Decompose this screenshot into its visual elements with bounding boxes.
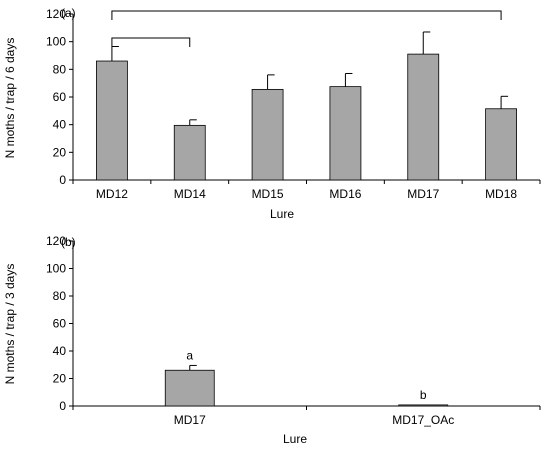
significance-bracket	[111, 37, 191, 47]
significance-letter: b	[420, 388, 427, 402]
y-tick-label: 20	[53, 145, 67, 159]
x-tick-label: MD17_OAc	[392, 413, 454, 427]
y-tick-label: 80	[53, 289, 67, 303]
x-tick-label: MD18	[485, 187, 517, 201]
bar	[164, 369, 215, 407]
y-tick-label: 120	[46, 7, 66, 21]
panel-label-b: (b)	[61, 235, 76, 249]
bar	[398, 404, 449, 407]
y-tick-label: 40	[53, 344, 67, 358]
bar	[96, 60, 128, 181]
y-axis-label-b: N moths / trap / 3 days	[3, 264, 17, 385]
y-tick-label: 20	[53, 372, 67, 386]
y-tick-label: 60	[53, 317, 67, 331]
x-axis-label-a: Lure	[270, 207, 294, 221]
x-axis-label-b: Lure	[283, 432, 307, 446]
y-tick-label: 100	[46, 262, 66, 276]
significance-bracket	[111, 10, 502, 20]
y-tick-label: 0	[59, 173, 66, 187]
x-tick-label: MD17	[174, 413, 206, 427]
y-tick-label: 40	[53, 118, 67, 132]
y-tick-label: 0	[59, 399, 66, 413]
bar	[173, 124, 206, 181]
bar	[251, 88, 284, 181]
x-tick-label: MD14	[174, 187, 206, 201]
bar	[329, 86, 362, 181]
y-tick-label: 100	[46, 35, 66, 49]
chart-panel-b: (b) N moths / trap / 3 days Lure 0 20 40 60…	[3, 234, 541, 446]
chart-panel-a: (a) N moths / trap / 6 days Lure 0 20 40 60…	[3, 6, 541, 221]
y-axis-label-a: N moths / trap / 6 days	[3, 38, 17, 159]
x-tick-label: MD15	[252, 187, 284, 201]
x-tick-label: MD17	[407, 187, 439, 201]
bar	[485, 108, 517, 181]
significance-letter: a	[186, 348, 193, 362]
x-tick-label: MD12	[96, 187, 128, 201]
bar	[407, 53, 440, 181]
y-tick-label: 80	[53, 62, 67, 76]
x-tick-label: MD16	[329, 187, 361, 201]
y-tick-label: 120	[46, 234, 66, 248]
panel-label-a: (a)	[61, 6, 76, 20]
y-tick-label: 60	[53, 90, 67, 104]
